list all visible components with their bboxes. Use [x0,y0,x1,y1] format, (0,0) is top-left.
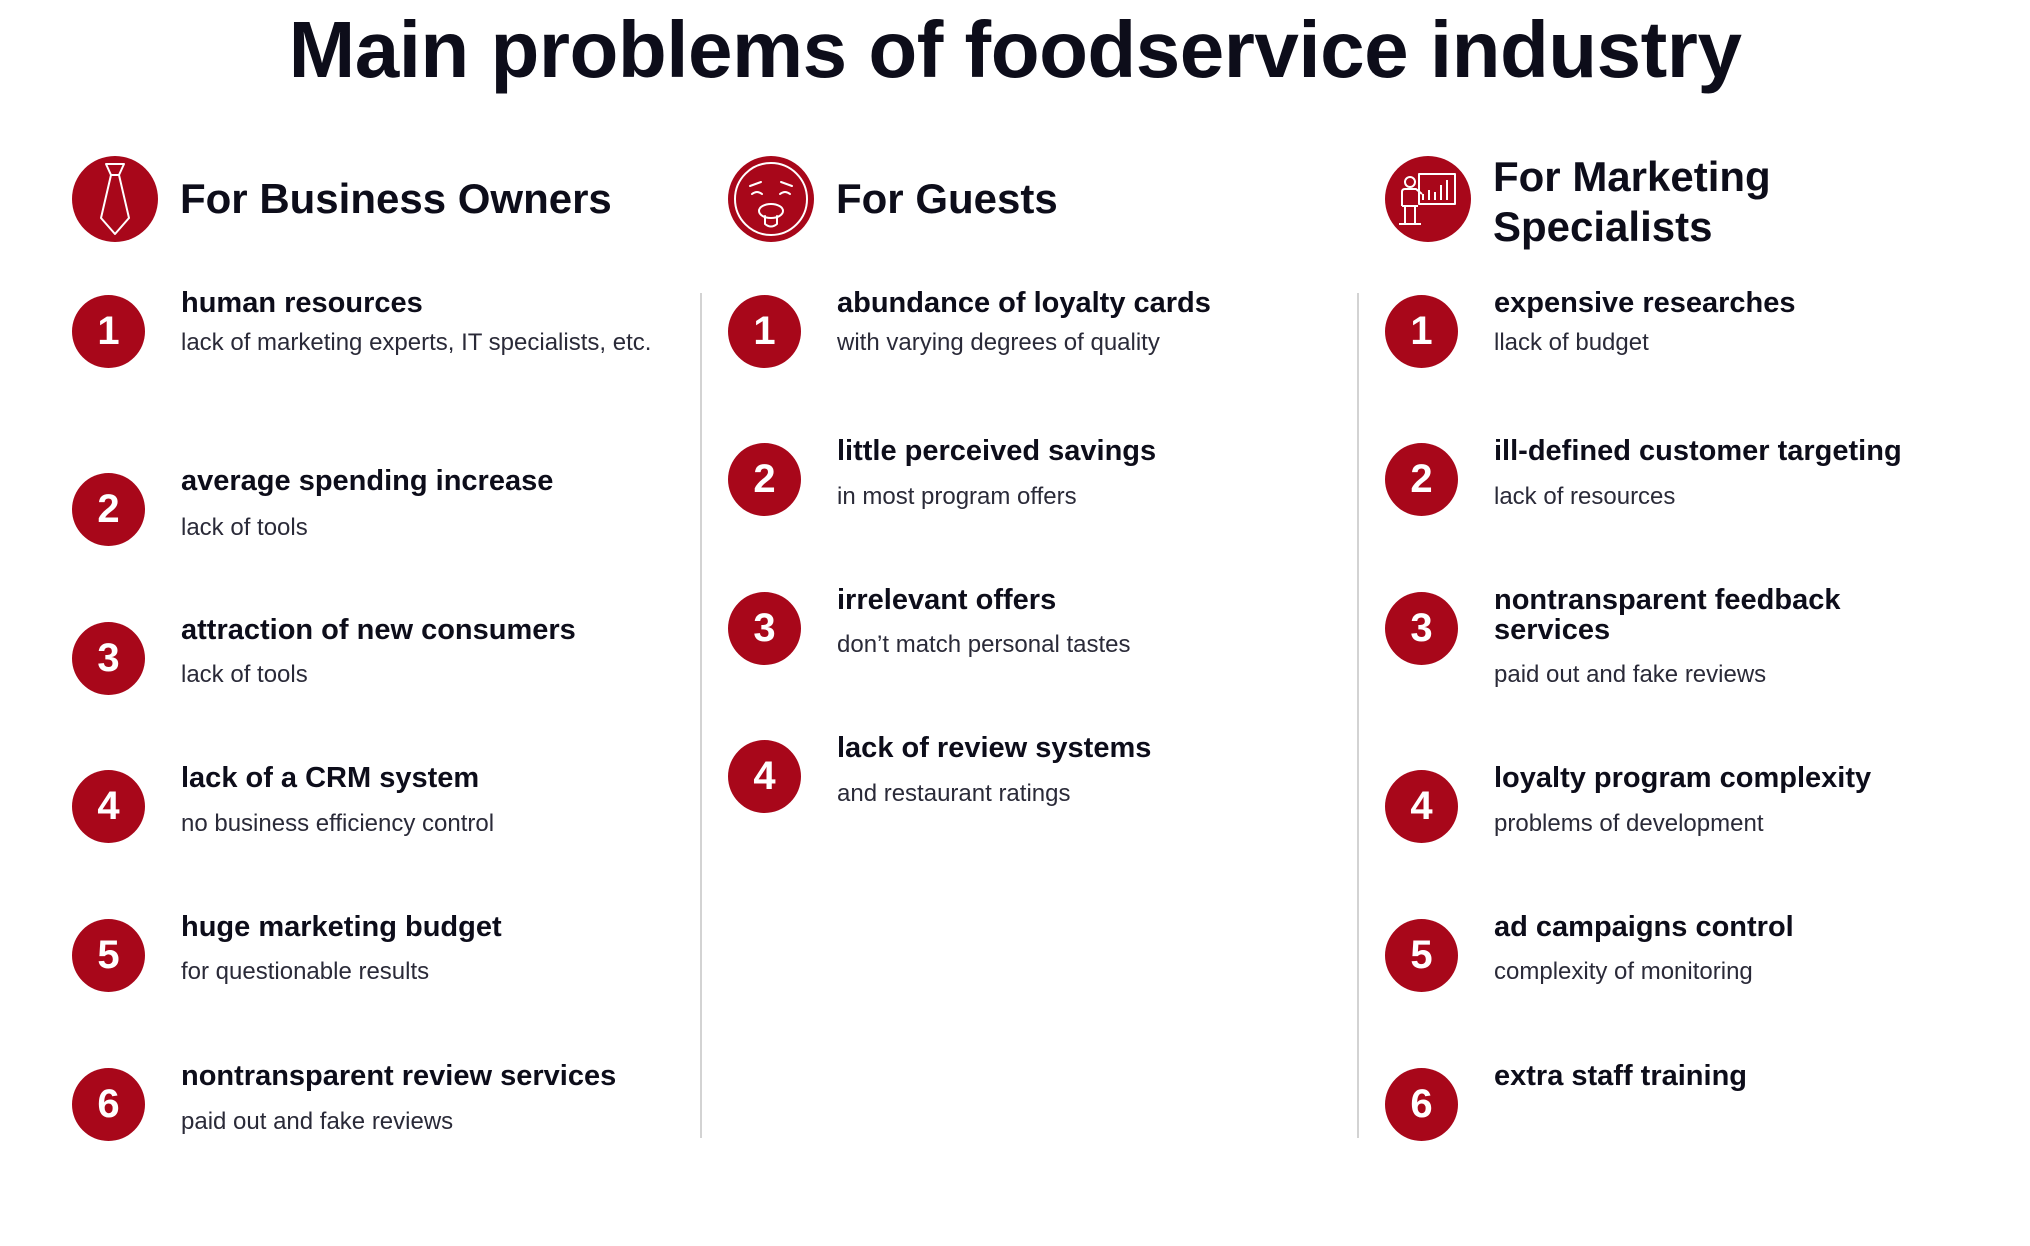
item-title: abundance of loyalty cards [837,287,1211,319]
item-description: paid out and fake reviews [181,1108,454,1135]
page-title: Main problems of foodservice industry [288,5,1742,94]
column-header: For Marketing Specialists [1385,153,1985,275]
item-title: ill-defined customer targeting [1494,435,1902,467]
item-number-badge: 6 [72,1068,145,1141]
item-title: ad campaigns control [1494,911,1794,943]
item-number-badge: 3 [728,592,801,665]
marketing-specialists-column: For Marketing Specialists 1 expensive re… [1385,153,1985,1141]
item-title: irrelevant offers [837,584,1057,616]
item-description: no business efficiency control [181,810,495,837]
item-number-badge: 1 [1385,295,1458,368]
business-owners-column: For Business Owners 1 human resources la… [72,155,672,1141]
item-number-badge: 2 [728,443,801,516]
item-number-badge: 1 [72,295,145,368]
item-number-badge: 6 [1385,1068,1458,1141]
item-title: lack of review systems [837,732,1152,764]
item-title: human resources [181,287,423,319]
item-description: with varying degrees of quality [837,329,1160,356]
item-description: lack of resources [1494,483,1676,510]
item-number-badge: 4 [728,740,801,813]
item-description: and restaurant ratings [837,780,1071,807]
necktie-icon [72,156,158,242]
item-description: lack of marketing experts, IT specialist… [181,329,652,356]
item-number-badge: 4 [72,770,145,843]
item-description: paid out and fake reviews [1494,661,1767,688]
item-title: lack of a CRM system [181,762,480,794]
item-description: complexity of monitoring [1494,958,1753,985]
column-heading: For Guests [836,175,1058,222]
item-number-badge: 2 [1385,443,1458,516]
item-title: huge marketing budget [181,911,502,943]
item-number-badge: 3 [1385,592,1458,665]
disgusted-face-icon [728,156,814,242]
item-description: lack of tools [181,661,308,688]
item-title: extra staff training [1494,1060,1747,1092]
item-title: attraction of new consumers [181,614,576,646]
item-description: in most program offers [837,483,1077,510]
item-description: lack of tools [181,514,308,541]
column-heading: For Marketing Specialists [1493,153,1771,250]
column-divider [1357,293,1359,1138]
guests-column: For Guests 1 abundance of loyalty cards … [728,155,1328,813]
item-title: little perceived savings [837,435,1157,467]
column-header: For Business Owners [72,155,672,275]
item-number-badge: 3 [72,622,145,695]
item-description: don’t match personal tastes [837,631,1131,658]
item-title: expensive researches [1494,287,1796,319]
column-header: For Guests [728,155,1328,275]
item-title: nontransparent feedback services [1494,584,1841,646]
item-title: loyalty program complexity [1494,762,1872,794]
presentation-icon [1385,156,1471,242]
item-title: average spending increase [181,465,554,497]
item-number-badge: 5 [1385,919,1458,992]
item-number-badge: 4 [1385,770,1458,843]
item-description: problems of development [1494,810,1764,837]
item-description: llack of budget [1494,329,1649,356]
item-title: nontransparent review services [181,1060,617,1092]
item-description: for questionable results [181,958,430,985]
item-number-badge: 5 [72,919,145,992]
column-heading: For Business Owners [180,175,612,222]
item-number-badge: 2 [72,473,145,546]
column-divider [700,293,702,1138]
item-number-badge: 1 [728,295,801,368]
